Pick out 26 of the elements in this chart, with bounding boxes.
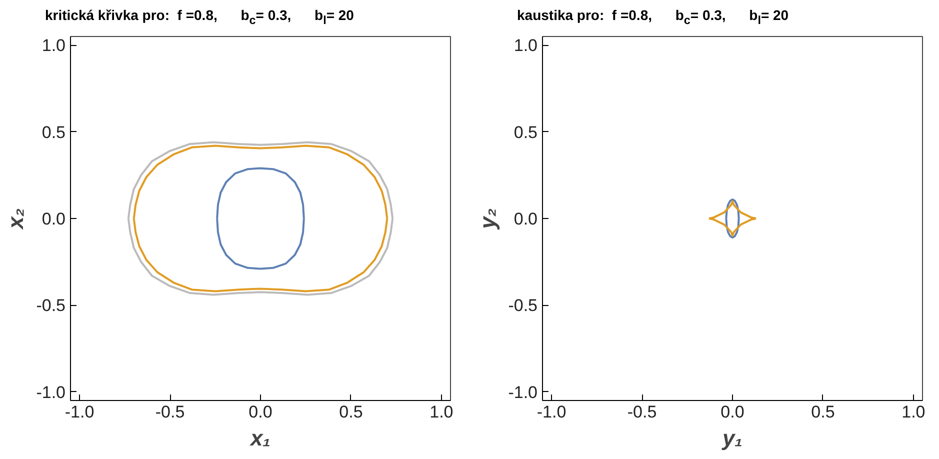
x-tick-label: 1.0: [430, 402, 454, 422]
x-tick-label: 0.5: [811, 402, 835, 422]
x-axis-title: y₁: [722, 426, 742, 450]
x-axis-title: x₁: [250, 426, 270, 450]
y-tick-label: -0.5: [36, 296, 66, 316]
y-tick-label: -1.0: [508, 382, 538, 402]
y-axis-title: y₂: [475, 208, 500, 230]
x-tick-label: -1.0: [64, 402, 94, 422]
x-tick-label: 0.0: [248, 402, 272, 422]
y-tick-label: 0.0: [42, 210, 66, 228]
y-axis-title: x₂: [3, 208, 28, 230]
x-tick-label: -1.0: [536, 402, 566, 422]
x-tick-label: -0.5: [155, 402, 185, 422]
chart-title: kaustika pro: f =0.8, b$_{c}$= 0.3, b$_{l}$= 20: [516, 6, 789, 29]
y-tick-label: 1.0: [514, 36, 538, 56]
x-tick-label: 0.5: [339, 402, 363, 422]
x-tick-label: 0.0: [720, 402, 744, 422]
y-tick-label: -1.0: [36, 382, 66, 402]
y-tick-label: 0.0: [514, 210, 538, 228]
y-tick-label: 1.0: [42, 36, 66, 56]
chart-title: kritická křivka pro: f =0.8, b$_{c}$= 0.3, b$_{l}$= 20: [44, 6, 354, 29]
y-tick-label: 0.5: [42, 122, 66, 142]
y-tick-label: -0.5: [508, 296, 538, 316]
x-tick-label: -0.5: [627, 402, 657, 422]
x-tick-label: 1.0: [902, 402, 926, 422]
y-tick-label: 0.5: [514, 122, 538, 142]
